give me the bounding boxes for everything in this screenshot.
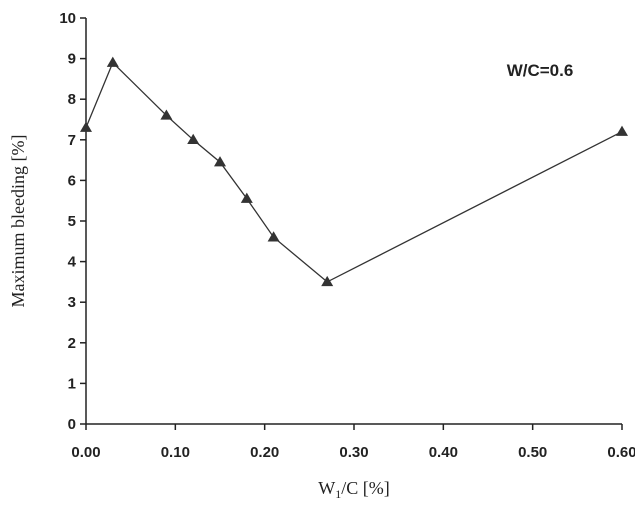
y-tick-label: 8 bbox=[68, 91, 76, 108]
x-tick-label: 0.30 bbox=[339, 444, 368, 461]
y-axis-label: Maximum bleeding [%] bbox=[8, 135, 28, 308]
x-axis-label: W1/C [%] bbox=[318, 478, 390, 501]
y-tick-label: 2 bbox=[68, 335, 76, 352]
y-tick-label: 4 bbox=[68, 254, 77, 271]
point-marker bbox=[214, 156, 226, 167]
x-tick-label: 0.10 bbox=[161, 444, 190, 461]
annotation: W/C=0.6 bbox=[507, 61, 574, 80]
y-tick-label: 0 bbox=[68, 416, 76, 433]
y-tick-label: 3 bbox=[68, 294, 76, 311]
point-marker bbox=[240, 192, 253, 203]
y-tick-label: 7 bbox=[68, 132, 76, 149]
x-tick-label: 0.50 bbox=[518, 444, 547, 461]
series-line bbox=[85, 61, 623, 283]
x-tick-label: 0.20 bbox=[250, 444, 279, 461]
point-marker bbox=[267, 231, 280, 242]
x-tick-label: 0.60 bbox=[607, 444, 635, 461]
x-label-rest: /C [%] bbox=[341, 478, 390, 498]
x-label-sub: 1 bbox=[335, 487, 341, 501]
x-label-main: W bbox=[318, 478, 335, 498]
point-marker bbox=[106, 56, 119, 67]
y-tick-label: 6 bbox=[68, 172, 76, 189]
x-tick-label: 0.40 bbox=[429, 444, 458, 461]
point-marker bbox=[321, 275, 334, 287]
point-marker bbox=[80, 121, 92, 132]
y-tick-label: 10 bbox=[59, 10, 76, 27]
y-tick-label: 9 bbox=[68, 51, 76, 68]
point-marker bbox=[187, 133, 200, 144]
y-tick-label: 1 bbox=[68, 375, 76, 392]
y-tick-label: 5 bbox=[68, 213, 76, 230]
point-marker bbox=[160, 109, 173, 120]
x-tick-label: 0.00 bbox=[71, 444, 100, 461]
point-marker bbox=[616, 125, 628, 136]
